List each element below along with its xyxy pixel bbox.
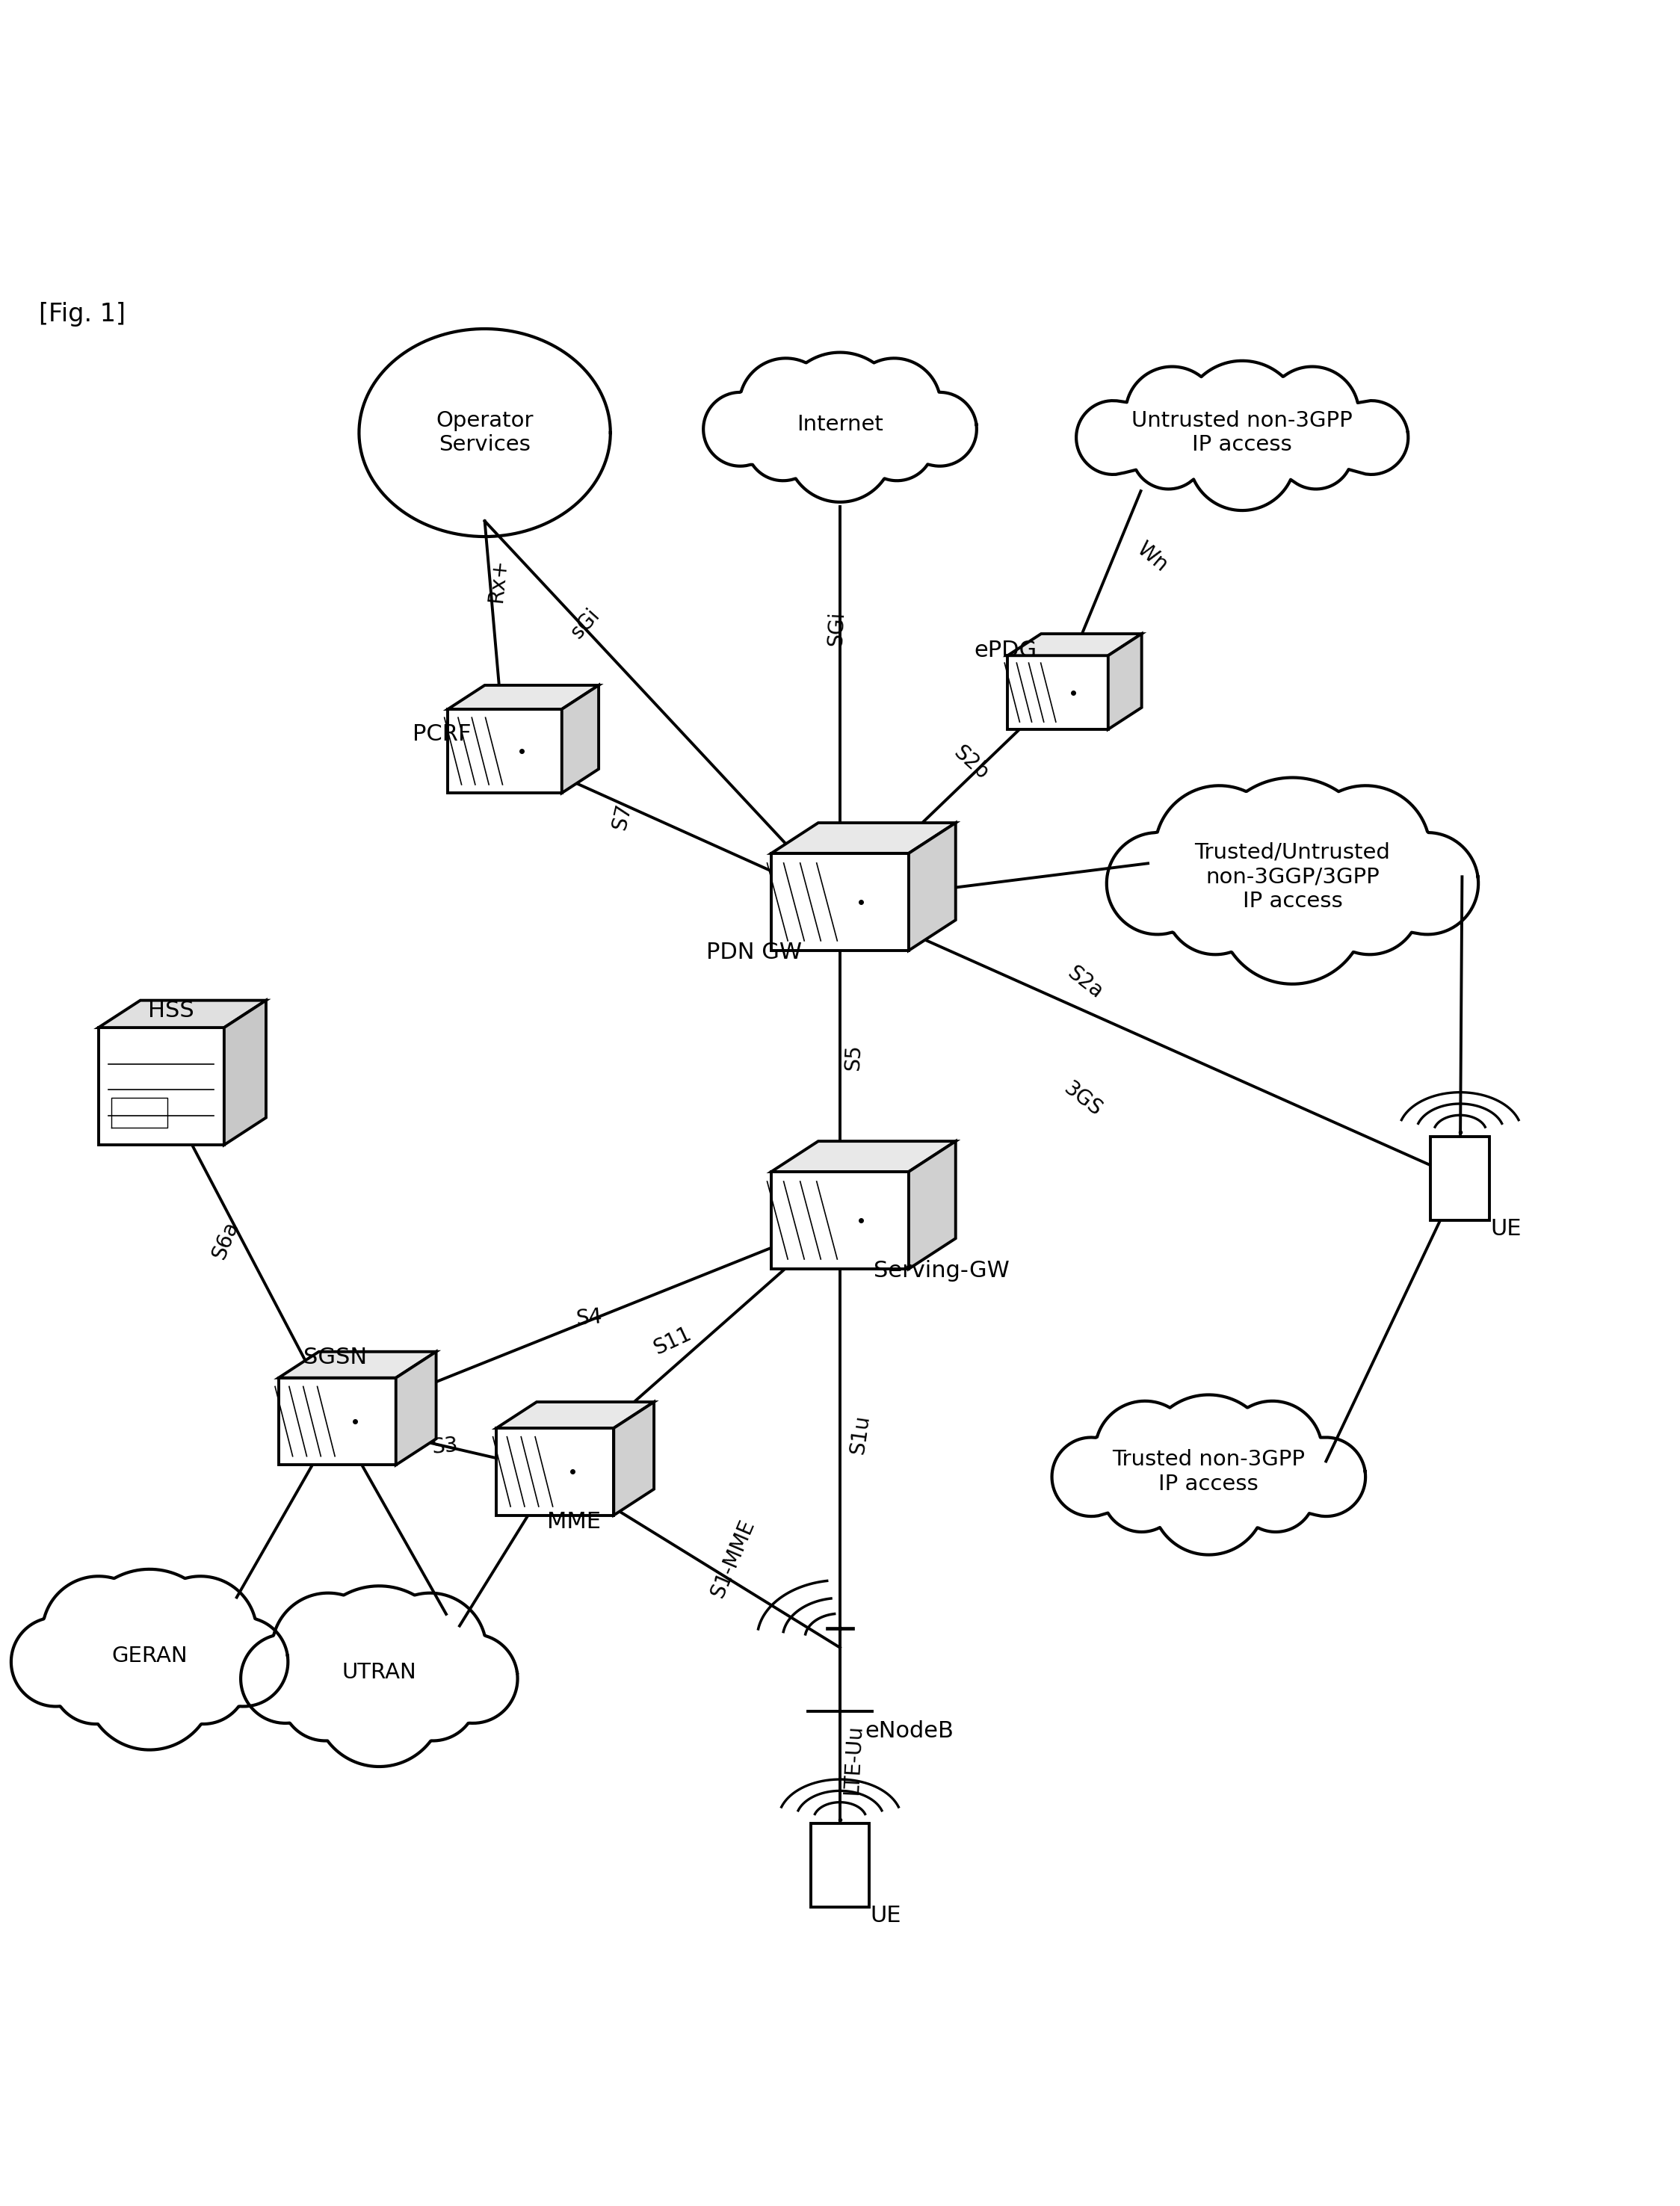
Text: S4: S4 bbox=[575, 1306, 603, 1328]
Text: HSS: HSS bbox=[148, 999, 193, 1021]
Text: [Fig. 1]: [Fig. 1] bbox=[39, 302, 126, 326]
Polygon shape bbox=[771, 1141, 956, 1171]
Text: MME: MME bbox=[546, 1511, 600, 1533]
Polygon shape bbox=[1008, 633, 1142, 655]
Polygon shape bbox=[613, 1403, 654, 1516]
Text: UE: UE bbox=[870, 1906, 900, 1926]
Text: ePDG: ePDG bbox=[974, 640, 1037, 662]
Polygon shape bbox=[1008, 655, 1109, 730]
Text: S2b: S2b bbox=[949, 741, 993, 783]
Polygon shape bbox=[449, 686, 598, 708]
Text: S3: S3 bbox=[430, 1434, 459, 1458]
Text: Serving-GW: Serving-GW bbox=[874, 1260, 1010, 1282]
Polygon shape bbox=[497, 1403, 654, 1427]
Polygon shape bbox=[279, 1379, 396, 1465]
Polygon shape bbox=[909, 823, 956, 951]
Text: S2a: S2a bbox=[1063, 962, 1107, 1002]
Text: UTRAN: UTRAN bbox=[341, 1663, 417, 1683]
Polygon shape bbox=[396, 1352, 437, 1465]
Polygon shape bbox=[223, 999, 265, 1145]
Text: Rx+: Rx+ bbox=[486, 558, 511, 602]
Text: sGi: sGi bbox=[566, 604, 603, 642]
Text: Untrusted non-3GPP
IP access: Untrusted non-3GPP IP access bbox=[1132, 410, 1352, 454]
Text: S7: S7 bbox=[608, 801, 635, 832]
Text: S1-MME: S1-MME bbox=[707, 1516, 759, 1602]
Text: Operator
Services: Operator Services bbox=[435, 410, 534, 454]
Text: S6a: S6a bbox=[208, 1218, 242, 1262]
Text: PDN GW: PDN GW bbox=[706, 942, 801, 964]
Polygon shape bbox=[279, 1352, 437, 1379]
Text: 3GS: 3GS bbox=[1060, 1079, 1105, 1121]
Polygon shape bbox=[771, 854, 909, 951]
Text: eNodeB: eNodeB bbox=[865, 1721, 954, 1743]
Text: Wn: Wn bbox=[1132, 538, 1171, 576]
Text: SGSN: SGSN bbox=[304, 1348, 368, 1368]
Polygon shape bbox=[771, 1171, 909, 1268]
Polygon shape bbox=[449, 708, 561, 792]
Polygon shape bbox=[909, 1141, 956, 1268]
Text: S1u: S1u bbox=[847, 1414, 874, 1456]
Text: Trusted non-3GPP
IP access: Trusted non-3GPP IP access bbox=[1112, 1449, 1305, 1493]
Polygon shape bbox=[99, 999, 265, 1028]
Text: GERAN: GERAN bbox=[111, 1646, 188, 1666]
Text: Trusted/Untrusted
non-3GGP/3GPP
IP access: Trusted/Untrusted non-3GGP/3GPP IP acces… bbox=[1194, 843, 1391, 911]
Polygon shape bbox=[497, 1427, 613, 1516]
Polygon shape bbox=[1109, 633, 1142, 730]
Polygon shape bbox=[1431, 1136, 1490, 1220]
Text: UE: UE bbox=[1490, 1218, 1522, 1240]
Text: S11: S11 bbox=[650, 1324, 696, 1359]
Polygon shape bbox=[771, 823, 956, 854]
Polygon shape bbox=[99, 1028, 223, 1145]
Text: Internet: Internet bbox=[796, 415, 884, 435]
Text: SGi: SGi bbox=[825, 611, 848, 646]
Polygon shape bbox=[811, 1824, 869, 1908]
Text: LTE-Uu: LTE-Uu bbox=[842, 1725, 865, 1796]
Text: S5: S5 bbox=[842, 1043, 865, 1072]
Text: PCRF: PCRF bbox=[413, 724, 472, 746]
Polygon shape bbox=[561, 686, 598, 792]
